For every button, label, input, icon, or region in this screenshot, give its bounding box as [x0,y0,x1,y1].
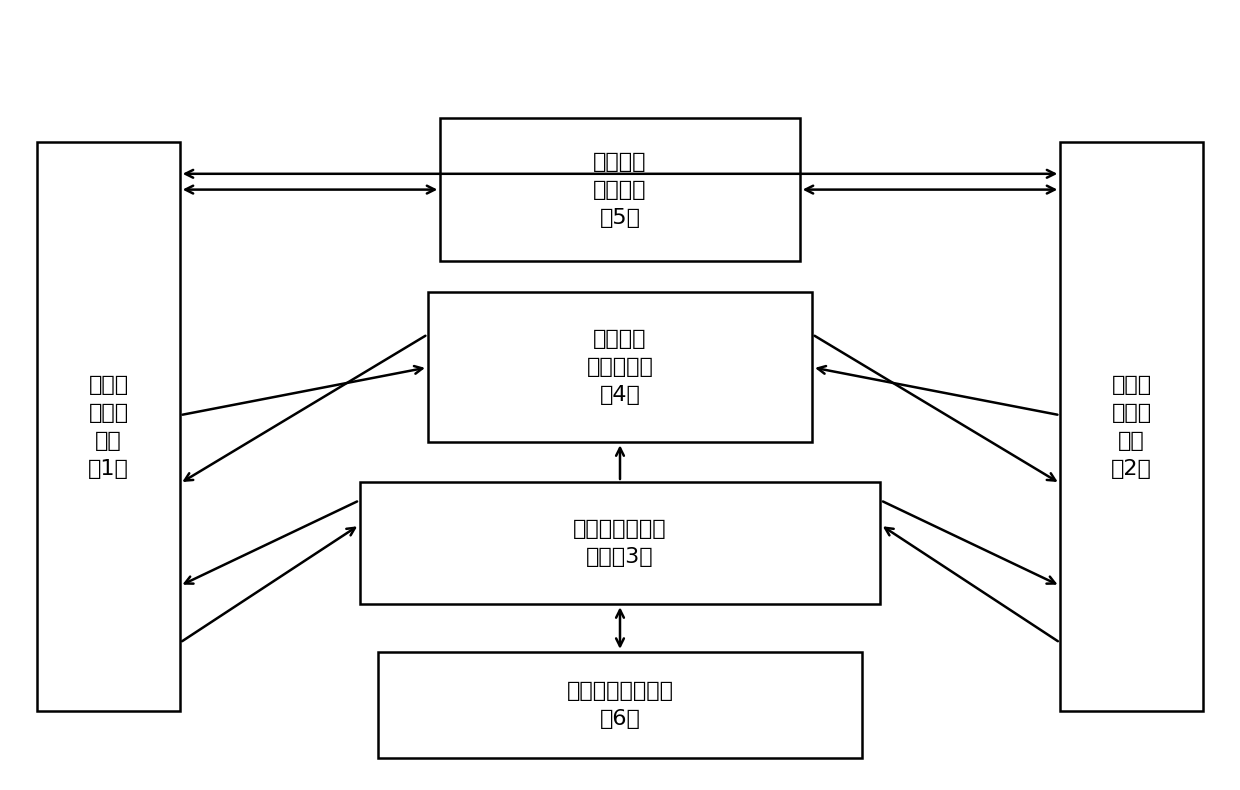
Text: 右端口
帧处理
模块
（2）: 右端口 帧处理 模块 （2） [1111,374,1152,479]
Text: 专用协议
处理模块
（5）: 专用协议 处理模块 （5） [593,152,647,228]
Bar [360,482,880,604]
Bar [37,142,180,711]
Text: 用户端口适配模块
（6）: 用户端口适配模块 （6） [567,681,673,729]
Text: 用户端口帧处理
模块（3）: 用户端口帧处理 模块（3） [573,519,667,567]
Text: 左端口
帧处理
模块
（1）: 左端口 帧处理 模块 （1） [88,374,129,479]
Bar [1060,142,1203,711]
Bar [378,652,862,758]
Bar [428,292,812,442]
Bar [440,118,800,261]
Text: 地址学习
与查找模块
（4）: 地址学习 与查找模块 （4） [587,329,653,405]
